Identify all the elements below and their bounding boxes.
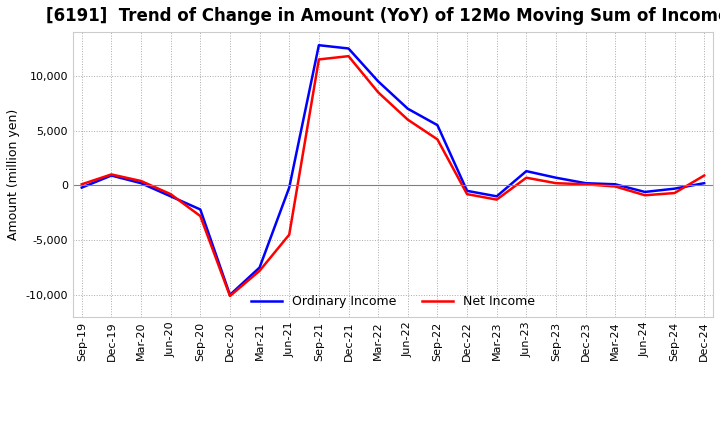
Ordinary Income: [256, 265, 264, 270]
Line: Ordinary Income: Ordinary Income: [82, 45, 704, 295]
Ordinary Income: [670, 186, 679, 191]
Title: [6191]  Trend of Change in Amount (YoY) of 12Mo Moving Sum of Incomes: [6191] Trend of Change in Amount (YoY) o…: [46, 7, 720, 25]
Ordinary Income: [137, 180, 145, 186]
Ordinary Income: [403, 106, 412, 111]
Ordinary Income: [492, 194, 501, 199]
Ordinary Income: [285, 185, 294, 190]
Ordinary Income: [581, 180, 590, 186]
Ordinary Income: [107, 173, 116, 178]
Net Income: [196, 213, 204, 219]
Y-axis label: Amount (million yen): Amount (million yen): [7, 109, 20, 240]
Net Income: [344, 54, 353, 59]
Net Income: [641, 193, 649, 198]
Ordinary Income: [315, 43, 323, 48]
Ordinary Income: [641, 189, 649, 194]
Ordinary Income: [463, 188, 472, 194]
Net Income: [403, 117, 412, 122]
Net Income: [285, 232, 294, 237]
Net Income: [522, 175, 531, 180]
Net Income: [433, 137, 442, 142]
Net Income: [256, 268, 264, 273]
Ordinary Income: [522, 169, 531, 174]
Net Income: [166, 191, 175, 197]
Net Income: [700, 173, 708, 178]
Ordinary Income: [700, 180, 708, 186]
Net Income: [552, 180, 560, 186]
Net Income: [225, 293, 234, 299]
Net Income: [374, 90, 382, 95]
Net Income: [581, 182, 590, 187]
Net Income: [315, 57, 323, 62]
Ordinary Income: [344, 46, 353, 51]
Ordinary Income: [166, 194, 175, 199]
Net Income: [137, 178, 145, 183]
Ordinary Income: [552, 175, 560, 180]
Net Income: [670, 191, 679, 196]
Ordinary Income: [78, 185, 86, 190]
Legend: Ordinary Income, Net Income: Ordinary Income, Net Income: [246, 290, 540, 313]
Ordinary Income: [611, 182, 620, 187]
Net Income: [492, 197, 501, 202]
Net Income: [78, 182, 86, 187]
Net Income: [611, 184, 620, 189]
Ordinary Income: [374, 79, 382, 84]
Ordinary Income: [225, 292, 234, 297]
Ordinary Income: [433, 122, 442, 128]
Line: Net Income: Net Income: [82, 56, 704, 296]
Net Income: [107, 172, 116, 177]
Net Income: [463, 191, 472, 197]
Ordinary Income: [196, 207, 204, 212]
